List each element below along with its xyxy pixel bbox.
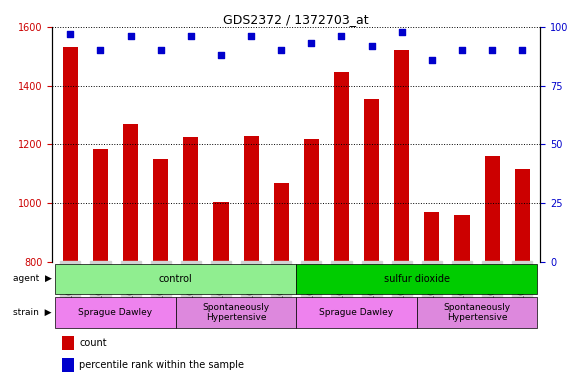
Point xyxy=(367,43,376,49)
Bar xyxy=(63,48,78,262)
Bar xyxy=(213,202,228,262)
Point xyxy=(307,40,316,46)
Text: Sprague Dawley: Sprague Dawley xyxy=(320,308,393,317)
Text: count: count xyxy=(79,338,107,348)
Point xyxy=(66,31,75,37)
Text: percentile rank within the sample: percentile rank within the sample xyxy=(79,359,244,369)
Bar xyxy=(424,212,439,262)
Bar xyxy=(454,215,469,262)
Title: GDS2372 / 1372703_at: GDS2372 / 1372703_at xyxy=(224,13,369,26)
Bar xyxy=(153,159,168,262)
Bar xyxy=(334,73,349,262)
Bar xyxy=(364,99,379,262)
Bar xyxy=(274,183,289,262)
Point xyxy=(427,57,436,63)
Text: strain  ▶: strain ▶ xyxy=(13,308,52,317)
Text: agent  ▶: agent ▶ xyxy=(13,275,52,283)
FancyBboxPatch shape xyxy=(55,297,176,328)
Bar xyxy=(394,50,409,262)
Bar xyxy=(243,136,259,262)
Point xyxy=(126,33,135,40)
FancyBboxPatch shape xyxy=(296,297,417,328)
Bar xyxy=(184,137,198,262)
Point xyxy=(337,33,346,40)
Point xyxy=(187,33,196,40)
Text: sulfur dioxide: sulfur dioxide xyxy=(384,274,450,284)
FancyBboxPatch shape xyxy=(176,297,296,328)
Text: control: control xyxy=(159,274,193,284)
Point xyxy=(246,33,256,40)
Point xyxy=(518,47,527,53)
Point xyxy=(397,28,406,35)
Text: Spontaneously
Hypertensive: Spontaneously Hypertensive xyxy=(443,303,511,322)
Bar xyxy=(123,124,138,262)
Bar xyxy=(304,139,319,262)
Point xyxy=(487,47,497,53)
Bar xyxy=(93,149,108,262)
Text: Spontaneously
Hypertensive: Spontaneously Hypertensive xyxy=(203,303,270,322)
Point xyxy=(96,47,105,53)
Point xyxy=(156,47,166,53)
FancyBboxPatch shape xyxy=(417,297,537,328)
Point xyxy=(216,52,225,58)
FancyBboxPatch shape xyxy=(296,264,537,294)
Bar xyxy=(62,336,74,351)
Point xyxy=(277,47,286,53)
Bar xyxy=(62,358,74,372)
Bar xyxy=(485,156,500,262)
FancyBboxPatch shape xyxy=(55,264,296,294)
Bar xyxy=(515,169,530,262)
Text: Sprague Dawley: Sprague Dawley xyxy=(78,308,153,317)
Point xyxy=(457,47,467,53)
